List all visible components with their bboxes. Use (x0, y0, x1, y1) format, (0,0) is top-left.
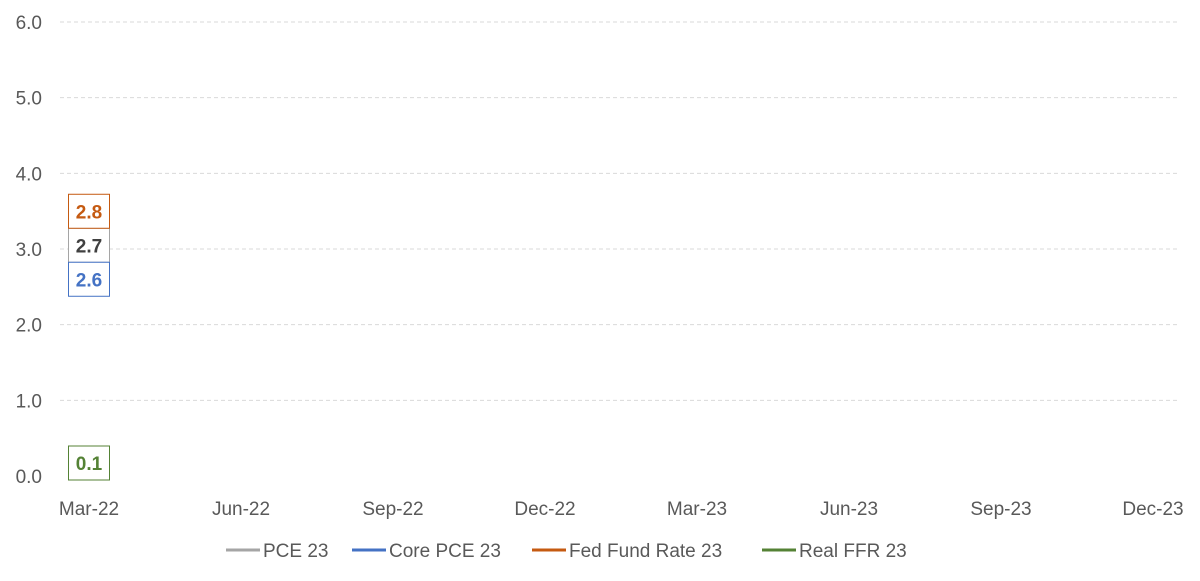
x-tick-label: Mar-22 (59, 499, 119, 520)
series-marks: 2.7 2.6 2.8 0.1 (68, 193, 110, 481)
y-tick-label: 1.0 (16, 391, 42, 412)
data-label-box (68, 227, 110, 263)
data-label-box (68, 261, 110, 297)
data-label-pce-23: 2.7 (68, 227, 110, 263)
legend-label: Fed Fund Rate 23 (569, 541, 722, 562)
data-label-box (68, 193, 110, 229)
y-tick-label: 6.0 (16, 13, 42, 34)
data-label-real-ffr-23: 0.1 (68, 445, 110, 481)
x-tick-label: Jun-23 (820, 499, 878, 520)
y-axis-ticks: 0.0 1.0 2.0 3.0 4.0 5.0 6.0 (16, 13, 42, 488)
data-label-core-pce-23: 2.6 (68, 261, 110, 297)
legend: PCE 23 Core PCE 23 Fed Fund Rate 23 Real FF… (226, 541, 907, 562)
y-tick-label: 2.0 (16, 316, 42, 337)
data-label-text: 2.6 (76, 270, 102, 291)
x-tick-label: Jun-22 (212, 499, 270, 520)
data-label-box (68, 445, 110, 481)
x-tick-label: Sep-23 (970, 499, 1031, 520)
x-axis-ticks: Mar-22 Jun-22 Sep-22 Dec-22 Mar-23 Jun-23 Sep-… (59, 499, 1184, 520)
x-tick-label: Dec-23 (1122, 499, 1183, 520)
data-label-text: 2.7 (76, 236, 102, 257)
y-tick-label: 5.0 (16, 89, 42, 110)
gridlines (60, 21, 1178, 401)
legend-label: PCE 23 (263, 541, 328, 562)
data-label-fed-fund-rate-23: 2.8 (68, 193, 110, 229)
legend-label: Real FFR 23 (799, 541, 907, 562)
x-tick-label: Sep-22 (362, 499, 423, 520)
legend-label: Core PCE 23 (389, 541, 501, 562)
legend-item-real-ffr-23: Real FFR 23 (762, 541, 907, 562)
x-tick-label: Mar-23 (667, 499, 727, 520)
data-label-text: 2.8 (76, 202, 102, 223)
y-tick-label: 3.0 (16, 240, 42, 261)
legend-item-core-pce-23: Core PCE 23 (352, 541, 501, 562)
y-tick-label: 0.0 (16, 467, 42, 488)
legend-item-pce-23: PCE 23 (226, 541, 328, 562)
legend-item-fed-fund-rate-23: Fed Fund Rate 23 (532, 541, 722, 562)
x-tick-label: Dec-22 (514, 499, 575, 520)
y-tick-label: 4.0 (16, 164, 42, 185)
data-label-text: 0.1 (76, 454, 103, 475)
